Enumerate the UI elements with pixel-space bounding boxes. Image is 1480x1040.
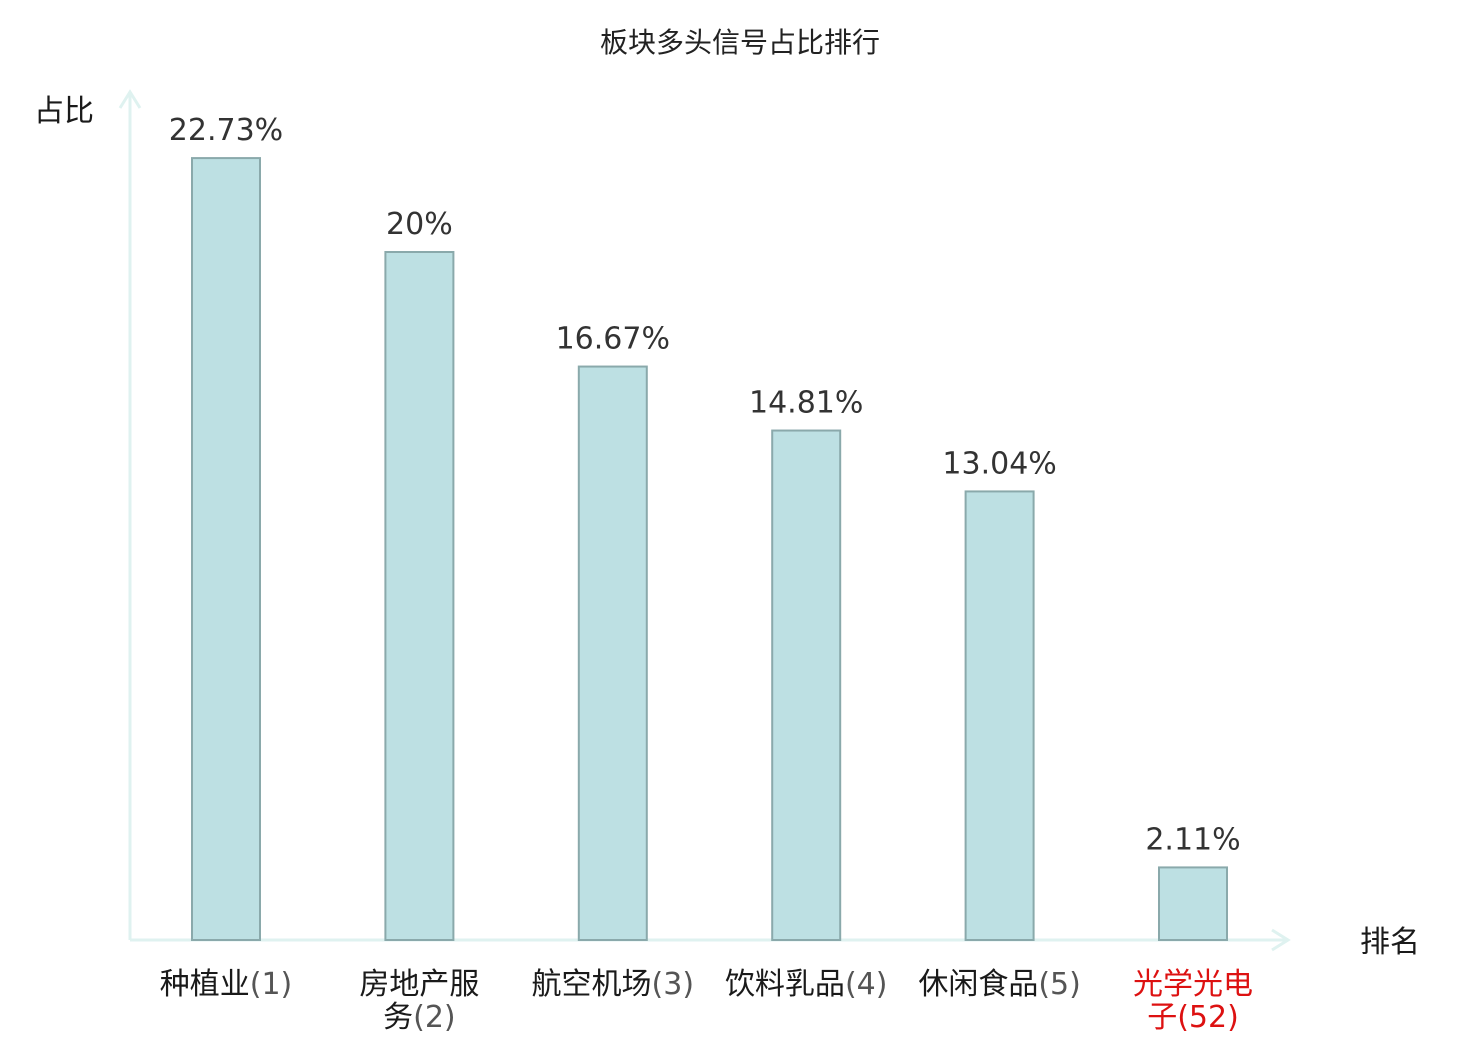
tick-label-4: 饮料乳品(4) [725, 967, 888, 1002]
tick-labels-group: 种植业(1) 房地产服务(2) 航空机场(3) 饮料乳品(4) 休闲食品(5) 光学光电子… [160, 967, 1253, 1035]
tick-label-5: 休闲食品(5) [918, 967, 1081, 1002]
tick-label-1: 种植业(1) [160, 967, 293, 1002]
bar-2 [384, 251, 455, 941]
bars-group [191, 157, 1228, 942]
bar-1 [191, 157, 261, 941]
y-axis-label: 占比 [34, 94, 94, 129]
value-label-4: 14.81% [749, 386, 863, 421]
tick-label-3: 航空机场(3) [532, 967, 695, 1002]
x-axis-arrow [1271, 928, 1291, 952]
bar-3 [577, 365, 648, 941]
chart-title: 板块多头信号占比排行 [600, 26, 880, 59]
axes [118, 89, 1291, 952]
value-label-6: 2.11% [1145, 822, 1240, 857]
bar-6 [1158, 866, 1228, 942]
tick-label-2: 房地产服务(2) [359, 967, 479, 1035]
y-axis-arrow [118, 89, 142, 109]
value-label-5: 13.04% [942, 446, 1056, 481]
value-label-2: 20% [386, 207, 453, 242]
bar-5 [964, 490, 1035, 941]
x-axis-label: 排名 [1360, 925, 1420, 960]
value-label-3: 16.67% [556, 322, 670, 357]
bar-4 [771, 429, 842, 941]
tick-label-6: 光学光电子(52) [1133, 967, 1253, 1035]
value-labels-group: 22.73% 20% 16.67% 14.81% 13.04% 2.11% [169, 113, 1241, 857]
value-label-1: 22.73% [169, 113, 283, 148]
